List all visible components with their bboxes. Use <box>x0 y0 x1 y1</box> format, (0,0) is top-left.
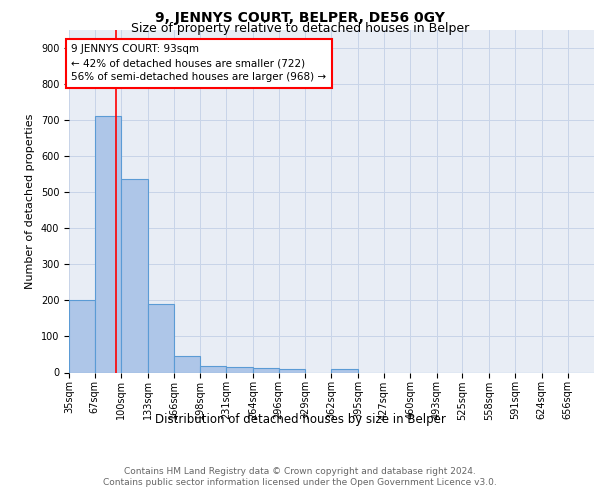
Text: 9 JENNYS COURT: 93sqm
← 42% of detached houses are smaller (722)
56% of semi-det: 9 JENNYS COURT: 93sqm ← 42% of detached … <box>71 44 326 82</box>
Bar <box>95 116 121 372</box>
Bar <box>331 369 358 372</box>
Text: Distribution of detached houses by size in Belper: Distribution of detached houses by size … <box>155 412 445 426</box>
Bar <box>278 369 305 372</box>
Text: Contains HM Land Registry data © Crown copyright and database right 2024.
Contai: Contains HM Land Registry data © Crown c… <box>103 468 497 487</box>
Bar <box>253 368 278 372</box>
Bar <box>148 304 174 372</box>
Text: Size of property relative to detached houses in Belper: Size of property relative to detached ho… <box>131 22 469 35</box>
Y-axis label: Number of detached properties: Number of detached properties <box>25 114 35 289</box>
Bar <box>121 180 148 372</box>
Bar <box>69 300 95 372</box>
Text: 9, JENNYS COURT, BELPER, DE56 0GY: 9, JENNYS COURT, BELPER, DE56 0GY <box>155 11 445 25</box>
Bar <box>174 356 200 372</box>
Bar <box>200 366 226 372</box>
Bar <box>226 367 253 372</box>
